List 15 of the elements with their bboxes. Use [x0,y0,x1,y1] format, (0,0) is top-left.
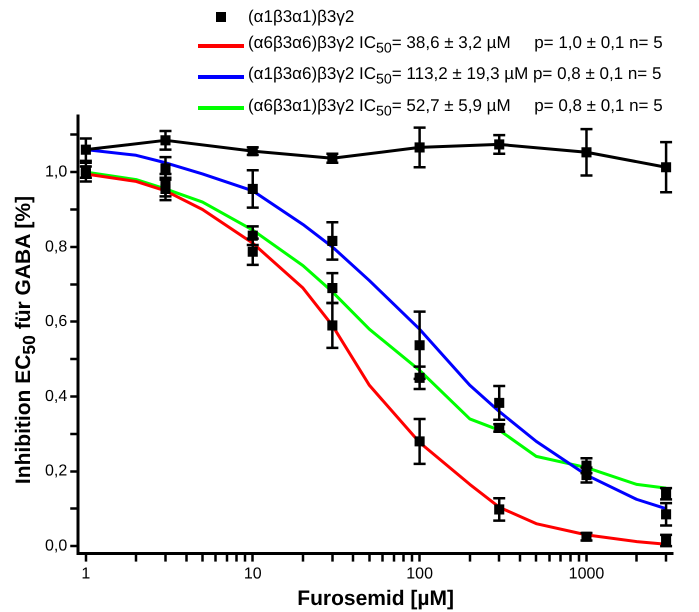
y-tick-label: 1,0 [44,164,68,181]
legend-label: (α1β3α6)β3γ2 IC$_{50}$= 113,2 ± 19,3 µM p= 0,8 ± 0,1 n= 5 [248,63,662,90]
y-tick-label: 0,6 [44,313,68,330]
x-tick-label: 100 [406,566,434,583]
legend-label: (α6β3α6)β3γ2 IC$_{50}$= 38,6 ± 3,2 µM p= 1,0 ± 0,1 n= 5 [248,32,663,58]
y-tick-label: 0,8 [44,238,68,256]
x-axis-title: Furosemid [µM] [297,587,454,610]
x-tick-label: 10 [244,566,262,583]
y-tick-label: 0,2 [44,462,68,480]
y-tick-label: 0,4 [44,388,68,405]
x-tick-label: 1000 [568,566,604,583]
legend-label: (α6β3α1)β3γ2 IC$_{50}$= 52,7 ± 5,9 µM p= 0,8 ± 0,1 n= 5 [248,94,663,122]
x-tick-label: 1 [81,566,90,583]
y-tick-label: 0,0 [44,538,68,555]
legend-label: (α1β3α1)β3γ2 [248,6,354,28]
